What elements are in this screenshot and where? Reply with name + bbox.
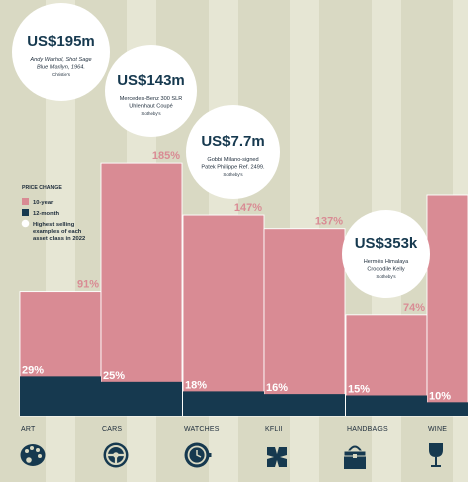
label-10-year-cars: 185%	[152, 150, 180, 162]
legend-label-ten-year: 10-year	[33, 200, 54, 206]
bubble-source-watches: Sotheby's	[223, 172, 243, 177]
bubble-circle-watches	[186, 105, 280, 199]
bubble-desc-cars-2: Uhlenhaut Coupé	[129, 104, 173, 110]
legend-bubble-note-line-2: examples of each	[33, 229, 82, 235]
label-10-year-art: 91%	[77, 279, 99, 291]
category-cars: CARS	[102, 426, 122, 433]
bar-12-month-wine	[427, 402, 468, 416]
bubble-desc-handbags-1: Hermès Himalaya	[364, 259, 409, 265]
bubble-desc-handbags-2: Crocodile Kelly	[367, 267, 405, 273]
category-icons	[20, 442, 443, 469]
data-labels: 91% 29% 185% 25% 147% 18% 137% 16% 74% 15% 10%	[22, 150, 451, 402]
category-watches: WATCHES	[184, 426, 220, 433]
bubble-art: US$195m Andy Warhol, Shot Sage Blue Marily…	[12, 3, 110, 101]
bubble-circle-handbags	[342, 210, 430, 298]
label-12-month-wine: 10%	[429, 390, 451, 402]
bubble-watches: US$7.7m Gobbi Milano-signed Patek Philippe…	[186, 105, 280, 199]
bubble-handbags: US$353k Hermès Himalaya Crocodile KellySot…	[342, 210, 430, 298]
bar-10-year-kflii	[263, 228, 346, 417]
bubble-desc-art-2: Blue Marilyn, 1964.	[37, 65, 85, 71]
category-handbags: HANDBAGS	[347, 426, 388, 433]
legend-bubble-note-line-3: asset class in 2022	[33, 236, 85, 242]
bubble-price-art: US$195m	[27, 33, 95, 50]
legend-swatch-ten-year	[22, 198, 29, 205]
bubble-price-cars: US$143m	[117, 72, 185, 89]
label-10-year-watches: 147%	[234, 202, 262, 214]
legend-label-twelve-month: 12-month	[33, 211, 60, 217]
bubble-circle-cars	[105, 45, 197, 137]
bubble-circle-art	[12, 3, 110, 101]
bar-12-month-kflii	[264, 394, 345, 416]
record-sale-bubbles: US$195m Andy Warhol, Shot Sage Blue Marily…	[12, 3, 430, 298]
bar-10-year-watches	[182, 214, 265, 417]
bubble-price-handbags: US$353k	[355, 235, 418, 252]
kflii-logo-icon	[267, 447, 287, 467]
bar-10-year-cars	[100, 162, 183, 417]
bubble-cars: US$143m Mercedes-Benz 300 SLR Uhlenhaut Co…	[105, 45, 197, 137]
bubble-desc-watches-1: Gobbi Milano-signed	[207, 157, 258, 163]
bar-12-month-art	[20, 376, 101, 416]
label-10-year-handbags: 74%	[403, 302, 425, 314]
label-10-year-kflii: 137%	[315, 216, 343, 228]
bubble-desc-cars-1: Mercedes-Benz 300 SLR	[120, 96, 183, 102]
category-labels: ART CARS WATCHES KFLII HANDBAGS WINE	[21, 426, 447, 433]
legend-bubble-swatch	[21, 219, 30, 228]
label-12-month-cars: 25%	[103, 370, 125, 382]
bubble-source-handbags: Sotheby's	[376, 274, 396, 279]
bubble-desc-watches-2: Patek Philippe Ref. 2499.	[201, 165, 265, 171]
bar-12-month-cars	[101, 381, 182, 416]
watch-icon	[184, 442, 212, 468]
legend: PRICE CHANGE 10-year 12-month Highest se…	[21, 185, 85, 242]
bubble-price-watches: US$7.7m	[201, 133, 264, 150]
category-art: ART	[21, 426, 36, 433]
label-12-month-watches: 18%	[185, 379, 207, 391]
legend-bubble-note-line-1: Highest selling	[33, 222, 75, 228]
category-wine: WINE	[428, 426, 447, 433]
steering-wheel-icon	[103, 442, 129, 468]
bubble-source-cars: Sotheby's	[141, 111, 161, 116]
label-12-month-art: 29%	[22, 364, 44, 376]
twelve-month-bars	[20, 376, 468, 416]
label-12-month-handbags: 15%	[348, 383, 370, 395]
label-12-month-kflii: 16%	[266, 382, 288, 394]
handbag-icon	[343, 445, 367, 469]
bar-12-month-handbags	[346, 395, 427, 416]
bubble-desc-art-1: Andy Warhol, Shot Sage	[29, 57, 91, 63]
legend-title: PRICE CHANGE	[22, 185, 62, 191]
wine-glass-icon	[429, 443, 443, 467]
bar-10-year-wine	[426, 194, 468, 417]
palette-icon	[20, 444, 46, 466]
bar-12-month-watches	[183, 391, 264, 416]
category-kflii: KFLII	[265, 426, 283, 433]
legend-swatch-twelve-month	[22, 209, 29, 216]
bubble-source-art: Christie's	[52, 72, 71, 77]
